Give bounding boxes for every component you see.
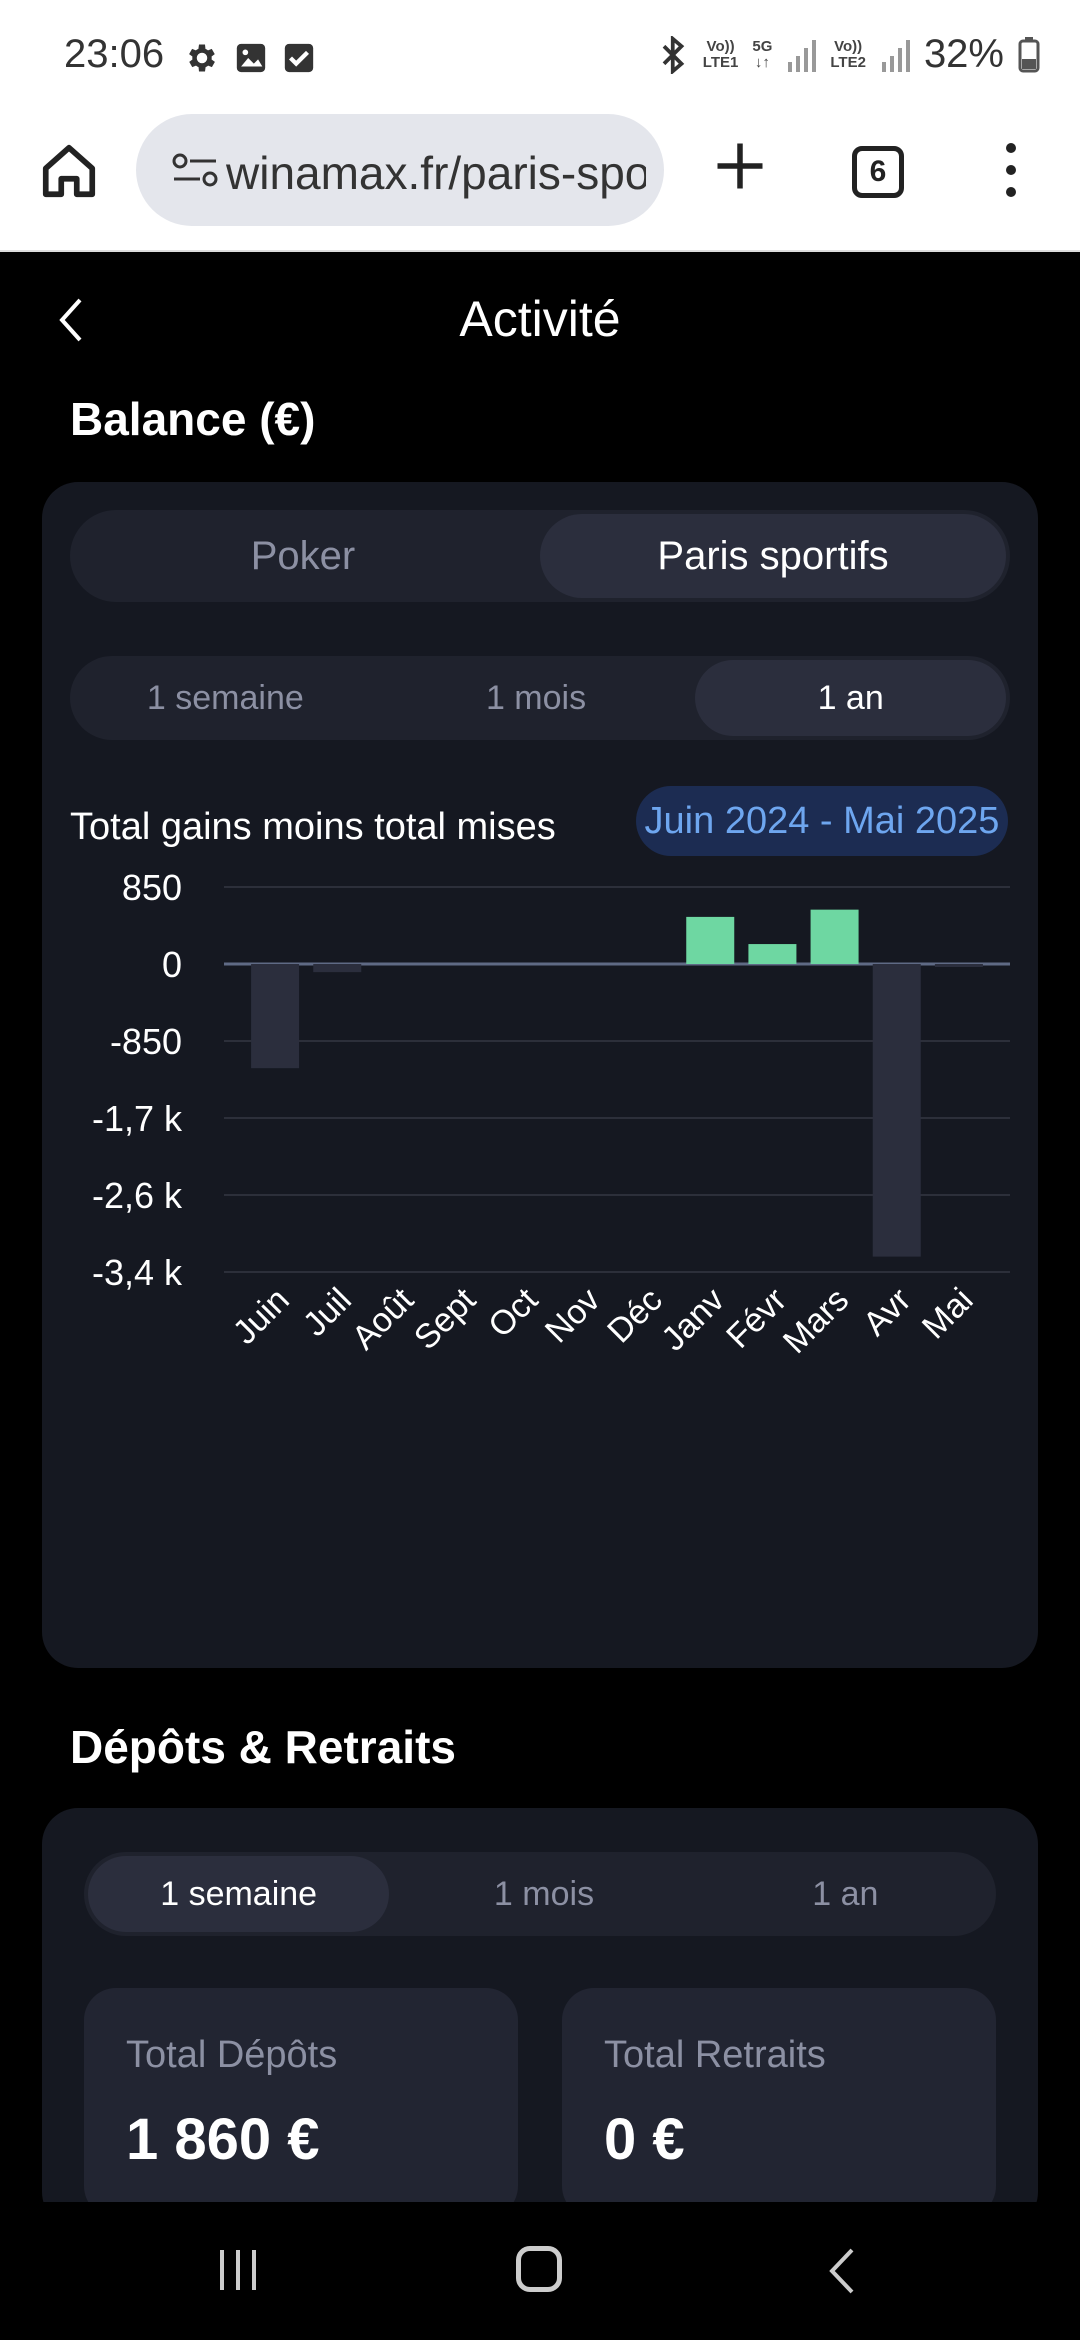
x-tick-label: Oct: [481, 1280, 546, 1345]
signal-icon: [788, 39, 817, 72]
home-button[interactable]: [516, 2246, 562, 2292]
url-text[interactable]: winamax.fr/paris-sportifs: [226, 147, 646, 199]
recent-apps-icon[interactable]: [216, 2248, 260, 2292]
image-icon: [236, 43, 266, 73]
bluetooth-icon: [662, 35, 685, 74]
x-tick-label: Janv: [654, 1281, 732, 1359]
tab-poker[interactable]: Poker: [250, 534, 356, 578]
x-tick-label: Déc: [600, 1281, 670, 1351]
deposits-tab-1-semaine[interactable]: 1 semaine: [88, 1856, 390, 1932]
check-icon: [284, 43, 314, 73]
browser-toolbar: winamax.fr/paris-sportifs 6: [0, 110, 1080, 252]
status-bar: 23:06 Vo)) LTE1 5G ↓↑ Vo)) LTE2 32%: [0, 0, 1080, 110]
balance-period-tabs: 1 semaine 1 mois 1 an: [70, 656, 1010, 740]
system-navigation-bar: [0, 2202, 1080, 2340]
x-tick-label: Févr: [719, 1281, 794, 1356]
home-icon[interactable]: [38, 140, 100, 202]
network-lte2: Vo)) LTE2: [830, 37, 866, 71]
x-tick-label: Avr: [856, 1281, 919, 1344]
total-deposits-card: Total Dépôts 1 860 €: [84, 1988, 518, 2202]
y-tick-label: -3,4 k: [92, 1252, 183, 1293]
y-tick-label: -850: [110, 1021, 182, 1062]
new-tab-icon[interactable]: [710, 136, 770, 196]
tab-1-mois[interactable]: 1 mois: [485, 679, 587, 717]
chart-bar-mars[interactable]: [810, 909, 859, 964]
tab-1-an[interactable]: 1 an: [695, 660, 1007, 736]
x-tick-label: Juin: [226, 1281, 297, 1352]
date-range-badge: Juin 2024 - Mai 2025: [636, 786, 1008, 856]
app-content: Activité Balance (€) Poker Paris sportif…: [0, 252, 1080, 2202]
product-tabs: Poker Paris sportifs: [70, 510, 1010, 602]
balance-section-title: Balance (€): [70, 393, 316, 445]
y-tick-label: -2,6 k: [92, 1175, 183, 1216]
back-arrow-icon[interactable]: [50, 290, 90, 350]
battery-percent: 32%: [923, 32, 1004, 76]
chart-bar-juin[interactable]: [251, 964, 300, 1069]
y-tick-label: 0: [162, 944, 182, 985]
tab-paris-sportifs[interactable]: Paris sportifs: [540, 514, 1006, 598]
deposits-tab-1-mois[interactable]: 1 mois: [493, 1875, 595, 1913]
y-tick-label: 850: [122, 867, 182, 908]
signal-icon: [881, 39, 910, 72]
more-options-icon[interactable]: [996, 140, 1026, 200]
x-tick-label: Mars: [776, 1281, 856, 1361]
chart-caption: Total gains moins total mises: [70, 806, 556, 848]
deposits-tab-1-an[interactable]: 1 an: [812, 1875, 879, 1913]
page-title: Activité: [459, 291, 621, 347]
total-deposits-label: Total Dépôts: [126, 2034, 338, 2076]
total-withdrawals-label: Total Retraits: [604, 2034, 826, 2076]
x-tick-label: Nov: [538, 1281, 608, 1351]
total-withdrawals-card: Total Retraits 0 €: [562, 1988, 996, 2202]
total-deposits-value: 1 860 €: [126, 2107, 320, 2172]
site-settings-icon[interactable]: [172, 152, 218, 188]
x-tick-label: Sept: [407, 1280, 484, 1357]
network-lte1: Vo)) LTE1: [702, 37, 739, 71]
chart-bar-avr[interactable]: [872, 964, 921, 1257]
x-tick-label: Août: [345, 1280, 422, 1357]
tab-switcher-button[interactable]: 6: [852, 146, 904, 198]
chart-bar-févr[interactable]: [748, 944, 797, 964]
total-withdrawals-value: 0 €: [604, 2107, 685, 2172]
chart-bar-juil[interactable]: [313, 964, 362, 973]
chart-bar-janv[interactable]: [686, 916, 735, 964]
url-bar[interactable]: winamax.fr/paris-sportifs: [136, 114, 664, 226]
x-tick-label: Mai: [915, 1281, 981, 1347]
deposits-section-title: Dépôts & Retraits: [70, 1721, 456, 1773]
battery-icon: [1018, 36, 1040, 72]
network-5g: 5G ↓↑: [752, 37, 773, 71]
gear-icon: [189, 44, 215, 72]
tab-1-semaine[interactable]: 1 semaine: [146, 679, 304, 717]
back-icon[interactable]: [826, 2246, 856, 2296]
y-tick-label: -1,7 k: [92, 1098, 183, 1139]
chart-bar-mai[interactable]: [934, 964, 983, 967]
status-time: 23:06: [64, 32, 165, 76]
deposits-period-tabs: 1 semaine 1 mois 1 an: [84, 1852, 996, 1936]
